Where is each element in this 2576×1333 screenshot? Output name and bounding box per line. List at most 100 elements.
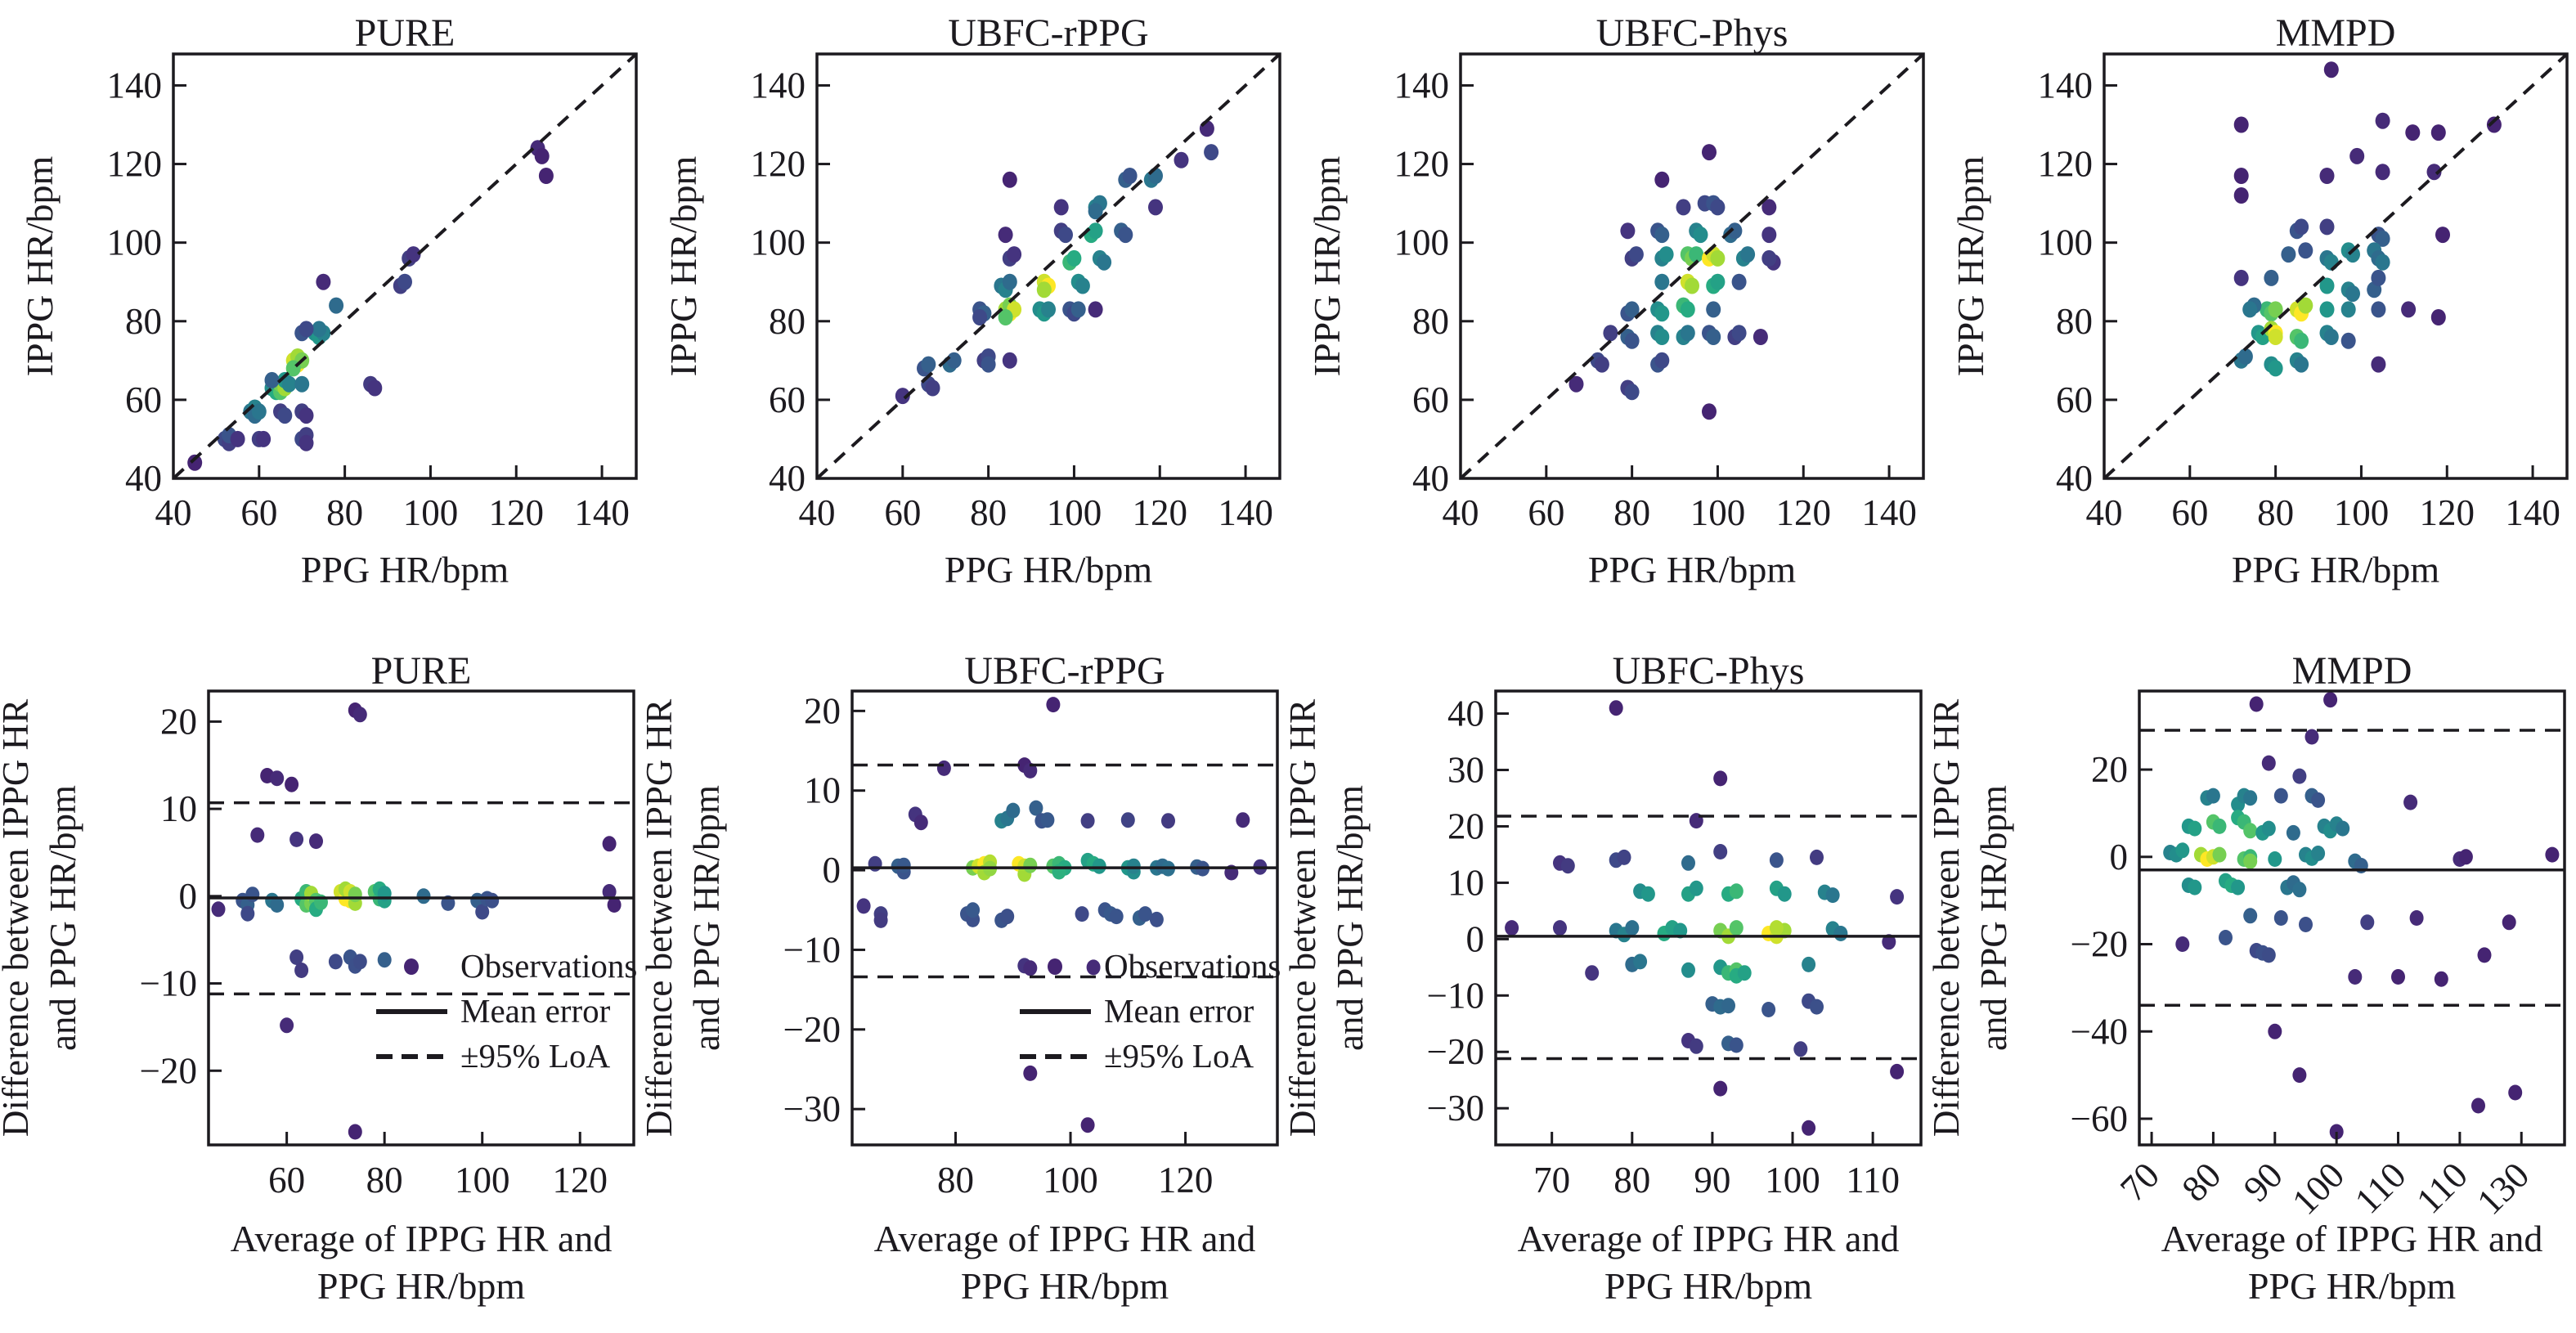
y-tick-label: −30	[1427, 1088, 1484, 1129]
y-tick-label: 30	[1447, 750, 1484, 791]
data-point	[2311, 792, 2326, 808]
panel-scatter-ubfc-phys: UBFC-Phys 40 60 80 100 120 140 40 60 80 100 120 140 P…	[1287, 0, 1931, 646]
x-tick-label: 80	[937, 1160, 974, 1201]
data-point	[1568, 375, 1584, 393]
data-point	[1802, 1120, 1816, 1136]
chart-title: PURE	[371, 649, 472, 693]
y-axis: 40 30 20 10 0 −10 −20 −30	[1427, 693, 1509, 1129]
data-point	[2298, 242, 2313, 259]
x-tick-label: 80	[2257, 492, 2294, 533]
chart-scatter-ubfc-phys: UBFC-Phys 40 60 80 100 120 140 40 60 80 100 120 140 P…	[1306, 11, 1925, 590]
x-tick-label: 120	[489, 492, 545, 533]
data-point	[1681, 855, 1695, 871]
y-tick-label: 120	[1394, 144, 1450, 185]
data-point	[1007, 246, 1022, 263]
data-point	[397, 273, 412, 290]
data-point	[2188, 820, 2202, 837]
data-point	[1023, 1065, 1038, 1081]
data-point	[2243, 790, 2258, 806]
data-point	[264, 371, 280, 388]
y-tick-label: 10	[804, 770, 841, 811]
data-point	[2219, 930, 2233, 945]
data-point	[281, 375, 297, 393]
data-point	[1066, 249, 1082, 267]
data-point	[1122, 168, 1138, 184]
y-tick-label: 20	[1447, 806, 1484, 846]
data-point	[2268, 329, 2283, 345]
panel-scatter-ubfc-rppg: UBFC-rPPG 40 60 80 100 120 140 40 60 80 100 120 140 P…	[644, 0, 1287, 646]
data-point	[2268, 851, 2282, 867]
identity-line	[1459, 52, 1925, 480]
data-point	[2319, 301, 2335, 318]
y-tick-label: 10	[160, 788, 197, 829]
y-tick-label: −20	[1427, 1031, 1484, 1072]
data-point	[868, 855, 882, 872]
data-point	[1023, 960, 1038, 976]
data-point	[1793, 1041, 1808, 1057]
y-axis-label-line1: Difference between IPPG HR	[1931, 699, 1967, 1137]
chart-title: PURE	[355, 11, 456, 55]
data-point	[1689, 1038, 1703, 1054]
data-point	[256, 430, 272, 447]
data-point	[2323, 692, 2338, 708]
data-point	[2268, 1023, 2282, 1039]
x-axis: 40 60 80 100 120 140	[155, 465, 630, 533]
x-axis-label-line1: Average of IPPG HR and	[2161, 1218, 2543, 1259]
data-point	[1761, 249, 1777, 267]
data-point	[2243, 908, 2258, 924]
data-point	[352, 954, 367, 970]
data-point	[913, 815, 928, 831]
data-point	[1673, 922, 1688, 939]
y-axis: 20 10 0 −10 −20	[140, 701, 222, 1091]
x-tick-label: 90	[1694, 1160, 1730, 1201]
data-point	[2233, 269, 2249, 286]
data-point	[1810, 999, 1824, 1015]
x-tick-label: 80	[1613, 492, 1650, 533]
data-point	[1023, 762, 1038, 779]
x-axis-label-line2: PPG HR/bpm	[317, 1265, 526, 1307]
data-point	[966, 902, 981, 918]
data-point	[1680, 325, 1695, 342]
x-tick-label: 60	[268, 1160, 305, 1201]
x-tick-label: 110	[1846, 1160, 1900, 1201]
data-point	[925, 379, 940, 397]
y-axis: 40 60 80 100 120 140	[1394, 65, 1474, 499]
data-point	[329, 297, 344, 314]
data-point	[2286, 824, 2300, 841]
data-point	[1126, 858, 1141, 874]
data-point	[1810, 849, 1824, 865]
data-point	[2477, 947, 2492, 963]
data-point	[475, 904, 490, 920]
data-point	[2294, 356, 2309, 373]
x-tick-label: 120	[1158, 1160, 1214, 1201]
data-point	[2231, 879, 2246, 895]
identity-line	[2103, 52, 2569, 480]
y-tick-label: 140	[751, 65, 806, 105]
data-point	[2212, 818, 2227, 834]
x-tick-label: 40	[1443, 492, 1479, 533]
x-tick-label: 40	[2086, 492, 2123, 533]
x-tick-label: 90	[2236, 1155, 2291, 1210]
x-axis: 60 80 100 120	[268, 1132, 608, 1201]
y-tick-label: 20	[2091, 749, 2128, 790]
x-tick-label: 80	[366, 1160, 403, 1201]
x-axis: 80 100 120	[937, 1132, 1213, 1201]
panel-ba-pure: PURE 60 80 100 120 20 10 0 −10 −20 Average of IPPG…	[0, 646, 644, 1329]
data-point	[277, 407, 293, 424]
data-point	[534, 147, 550, 164]
data-point	[187, 454, 203, 471]
data-point	[538, 168, 554, 184]
y-axis: 40 60 80 100 120 140	[751, 65, 830, 499]
data-point	[998, 227, 1013, 244]
data-point	[2273, 788, 2288, 804]
y-axis-label-line1: Difference between IPPG HR	[1287, 699, 1323, 1137]
data-point	[240, 905, 255, 922]
x-axis-label-line2: PPG HR/bpm	[961, 1265, 1169, 1307]
panel-scatter-mmpd: MMPD 40 60 80 100 120 140 40 60 80 100 120 140 PPG HR…	[1931, 0, 2574, 646]
data-point	[1689, 246, 1704, 263]
y-tick-label: 60	[769, 379, 806, 420]
data-point	[2281, 246, 2296, 263]
data-point	[1058, 227, 1073, 244]
x-tick-label: 100	[1690, 492, 1746, 533]
data-point	[270, 897, 285, 913]
